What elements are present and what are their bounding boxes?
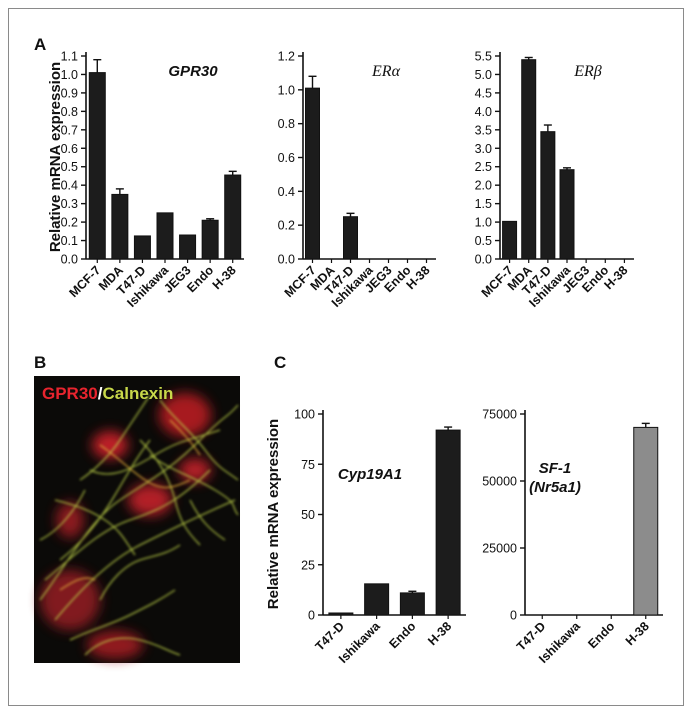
bar-t47-d (328, 612, 354, 616)
bar-h-38 (633, 426, 659, 616)
chart-gpr30: 0.00.10.20.30.40.50.60.70.80.91.01.1MCF-… (47, 50, 244, 310)
chart-title-line2: (Nr5a1) (529, 479, 581, 496)
y-tick-label: 25 (301, 558, 315, 572)
bar-ishikawa (364, 583, 390, 616)
y-tick-label: 1.0 (61, 68, 78, 82)
bar-h-38 (224, 174, 242, 260)
y-tick-label: 0.2 (278, 219, 295, 233)
bar-ishikawa (156, 212, 174, 260)
y-tick-label: 0.9 (61, 86, 78, 100)
micrograph-image: GPR30/Calnexin (34, 376, 240, 663)
x-tick-label: Endo (585, 619, 617, 651)
y-tick-label: 3.0 (475, 142, 492, 156)
chart-title: ERβ (573, 63, 602, 80)
bar-h-38 (435, 429, 461, 616)
y-tick-label: 0.8 (278, 117, 295, 131)
y-tick-label: 0.7 (61, 123, 78, 137)
y-tick-label: 50000 (482, 475, 517, 489)
label-separator: / (98, 384, 103, 403)
y-tick-label: 0.8 (61, 105, 78, 119)
y-tick-label: 0.6 (61, 142, 78, 156)
figure-frame (8, 8, 684, 706)
micrograph-caption: GPR30/Calnexin (42, 384, 173, 403)
y-tick-label: 0.6 (278, 151, 295, 165)
y-tick-label: 0.5 (61, 160, 78, 174)
bar-endo (201, 219, 219, 260)
x-tick-label: H-38 (210, 263, 239, 292)
y-tick-label: 4.5 (475, 86, 492, 100)
y-tick-label: 0 (510, 609, 517, 623)
y-tick-label: 4.0 (475, 105, 492, 119)
y-tick-label: 5.0 (475, 68, 492, 82)
x-tick-label: H-38 (425, 619, 454, 648)
panel-letter-b: B (34, 353, 46, 372)
y-tick-label: 100 (294, 408, 315, 422)
y-tick-label: 1.2 (278, 50, 295, 64)
chart-er-beta: 0.00.51.01.52.02.53.03.54.04.55.05.5MCF-… (475, 50, 634, 310)
y-tick-label: 75000 (482, 408, 517, 422)
bar-t47-d (133, 235, 151, 260)
y-tick-label: 1.0 (278, 83, 295, 97)
bar-endo (399, 592, 425, 616)
y-tick-label: 0.3 (61, 197, 78, 211)
y-tick-label: 5.5 (475, 50, 492, 64)
label-calnexin: Calnexin (102, 384, 173, 403)
y-tick-label: 0.4 (61, 179, 78, 193)
x-tick-label: T47-D (313, 619, 347, 653)
y-tick-label: 25000 (482, 542, 517, 556)
bar-mcf-7 (502, 220, 518, 260)
label-gpr30: GPR30 (42, 384, 98, 403)
bar-jeg3 (179, 234, 197, 260)
x-tick-label: Endo (386, 619, 418, 651)
bar-mda (521, 59, 537, 260)
x-tick-label: H-38 (601, 263, 630, 292)
bar-t47-d (343, 216, 358, 260)
y-axis-label: Relative mRNA expression (265, 419, 282, 609)
bar-ishikawa (559, 169, 575, 260)
micrograph-yellow-overlap (59, 419, 201, 591)
chart-er-alpha: 0.00.20.40.60.81.01.2MCF-7MDAT47-DIshika… (278, 50, 436, 310)
micrograph-green-network (39, 394, 239, 656)
y-axis-label: Relative mRNA expression (47, 62, 64, 252)
y-tick-label: 0.0 (61, 253, 78, 267)
y-tick-label: 3.5 (475, 123, 492, 137)
y-tick-label: 0.1 (61, 234, 78, 248)
y-tick-label: 0.4 (278, 185, 295, 199)
chart-title: Cyp19A1 (338, 466, 402, 483)
bar-t47-d (540, 131, 556, 260)
panel-letter-a: A (34, 35, 46, 54)
chart-title: ERα (371, 63, 401, 80)
y-tick-label: 2.5 (475, 160, 492, 174)
y-tick-label: 1.0 (475, 216, 492, 230)
bar-mda (111, 193, 129, 260)
y-tick-label: 0 (308, 609, 315, 623)
x-tick-label: H-38 (623, 619, 652, 648)
chart-title: GPR30 (168, 63, 218, 80)
panel-letter-c: C (274, 353, 286, 372)
bar-mcf-7 (88, 72, 106, 260)
bar-mcf-7 (305, 87, 320, 260)
micrograph-red-staining (40, 393, 211, 659)
y-tick-label: 75 (301, 458, 315, 472)
chart-title-line1: SF-1 (539, 460, 572, 477)
y-tick-label: 1.1 (61, 50, 78, 64)
y-tick-label: 0.0 (475, 253, 492, 267)
y-tick-label: 0.2 (61, 216, 78, 230)
y-tick-label: 1.5 (475, 197, 492, 211)
y-tick-label: 2.0 (475, 179, 492, 193)
y-tick-label: 50 (301, 508, 315, 522)
y-tick-label: 0.0 (278, 253, 295, 267)
y-tick-label: 0.5 (475, 234, 492, 248)
